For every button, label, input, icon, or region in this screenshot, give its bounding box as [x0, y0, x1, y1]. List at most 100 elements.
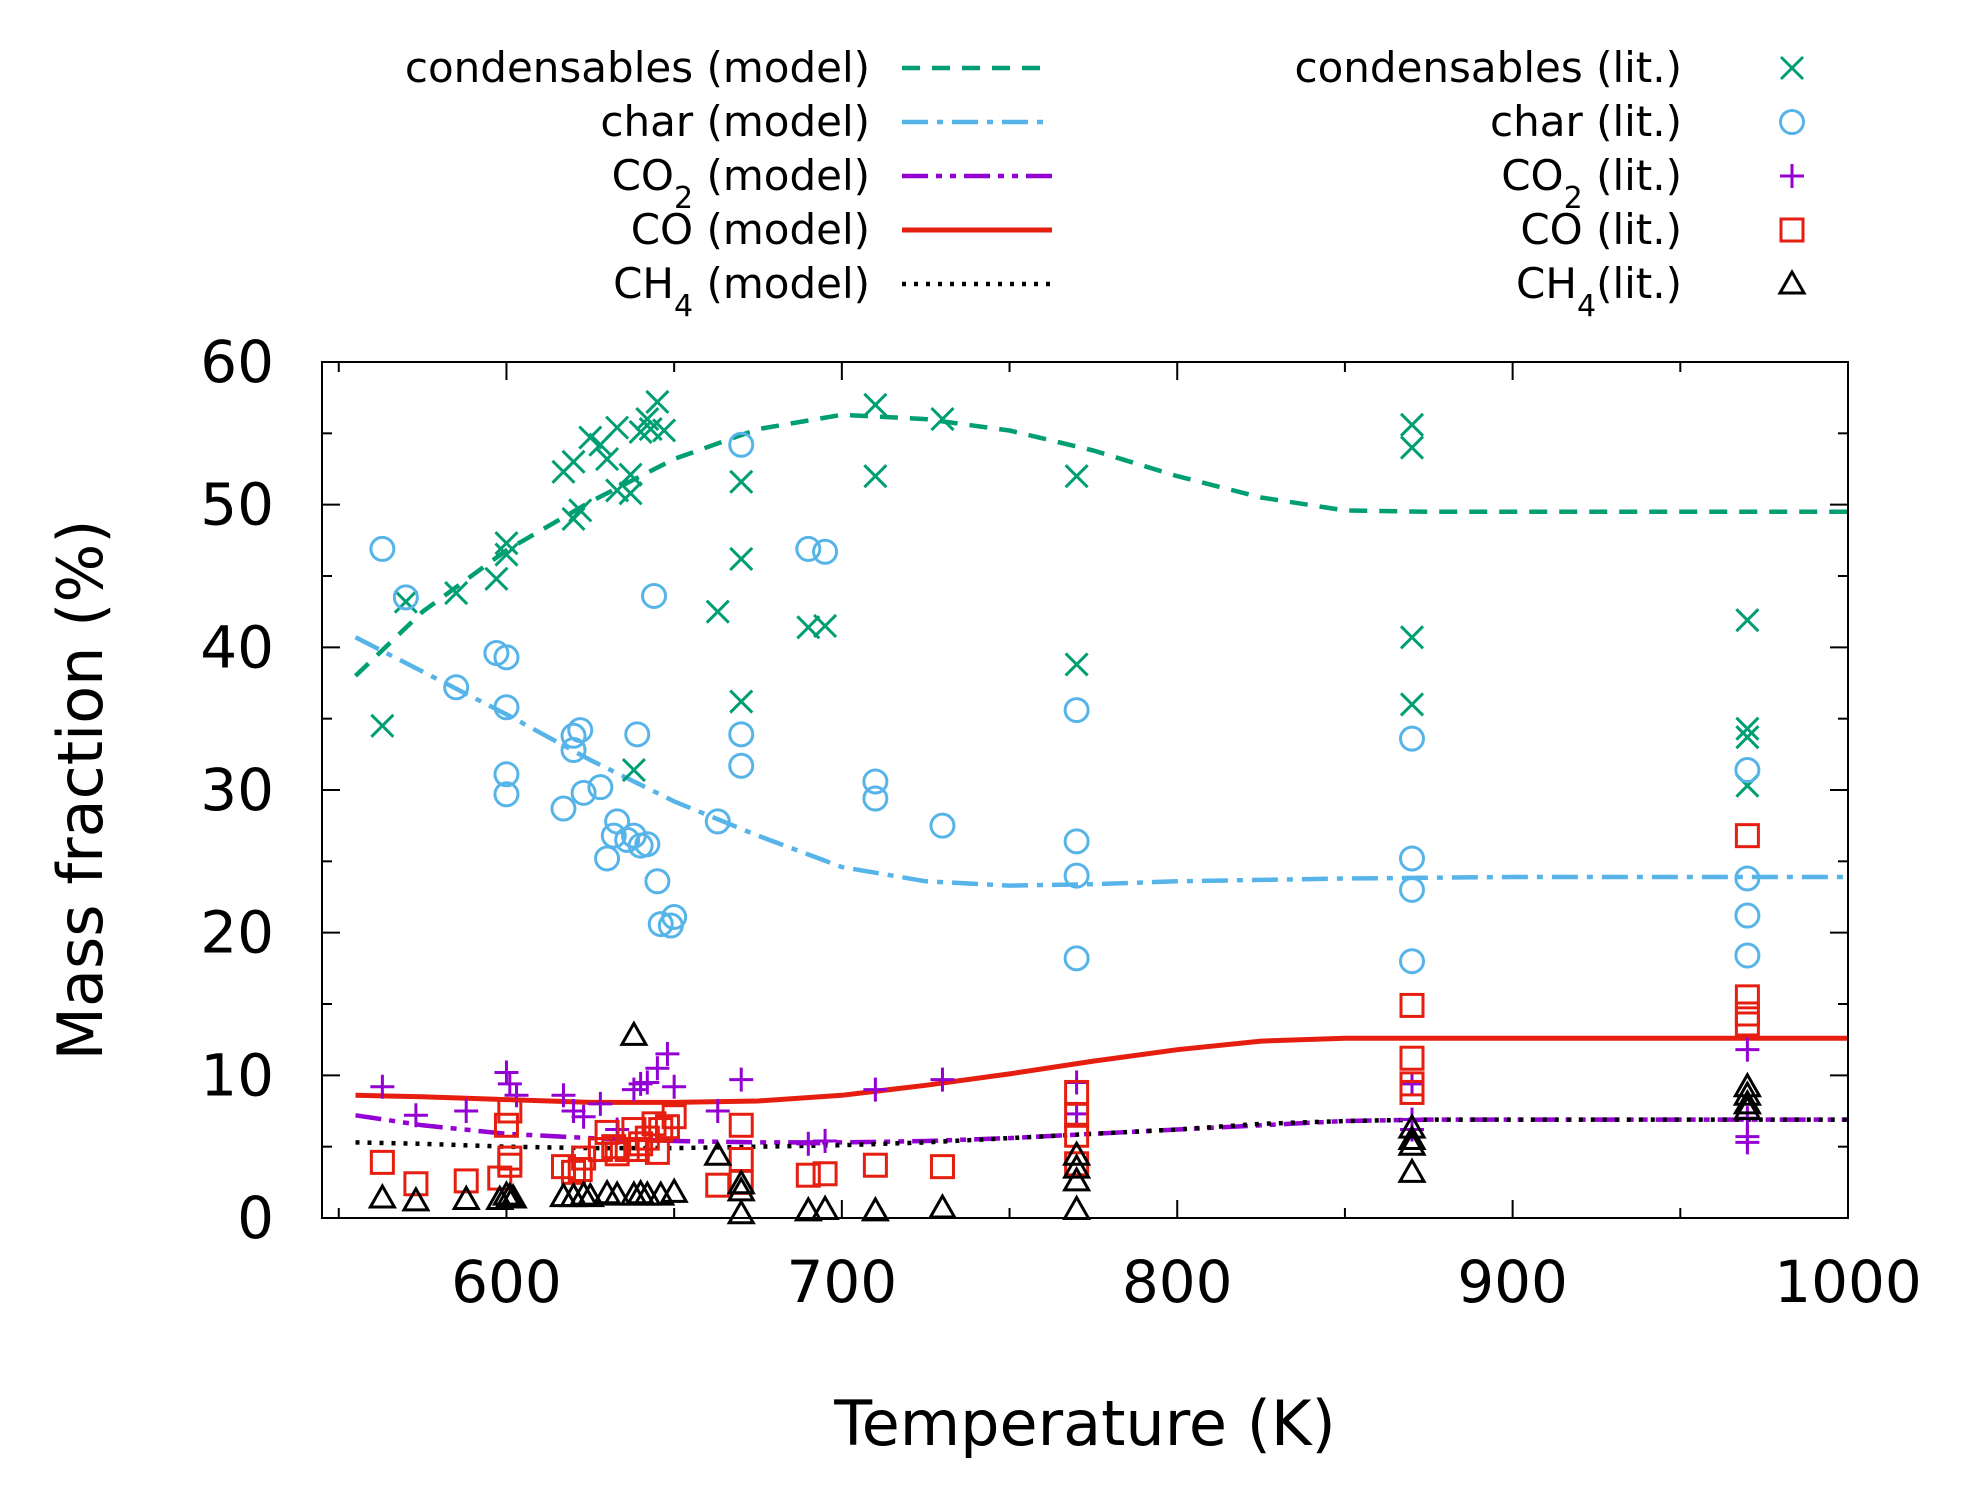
data-point — [1064, 652, 1089, 677]
y-tick-label: 40 — [200, 613, 274, 681]
data-point — [614, 826, 641, 853]
data-point — [1399, 625, 1425, 650]
data-point — [571, 1104, 596, 1129]
data-point — [454, 1099, 479, 1123]
data-point — [1732, 1088, 1762, 1115]
data-point — [647, 911, 674, 938]
data-point — [1399, 725, 1425, 752]
data-point — [1735, 725, 1760, 750]
y-tick-label: 10 — [200, 1041, 274, 1109]
data-point — [661, 1104, 687, 1130]
x-tick-label: 1000 — [1774, 1248, 1922, 1316]
y-tick-label: 20 — [200, 899, 274, 967]
data-point — [570, 779, 597, 806]
legend-marker-sample — [1779, 55, 1805, 81]
model-line — [355, 1117, 1848, 1151]
data-point — [1399, 1045, 1425, 1071]
data-point — [1735, 1037, 1760, 1062]
data-point — [652, 418, 677, 443]
data-point — [641, 1111, 667, 1137]
data-point — [1064, 464, 1089, 489]
axis-ticks — [322, 361, 1849, 1219]
x-axis-title: Temperature (K) — [833, 1387, 1335, 1460]
data-point — [812, 538, 839, 565]
data-point — [403, 1103, 428, 1128]
data-point — [451, 1184, 481, 1210]
data-point — [1063, 862, 1090, 889]
data-point — [645, 1056, 670, 1081]
data-point — [813, 1128, 838, 1153]
data-point — [1734, 984, 1760, 1010]
data-point — [1399, 876, 1425, 903]
data-point — [605, 415, 630, 440]
legend-label: CO2 (model) — [612, 151, 870, 216]
data-point — [595, 446, 620, 472]
data-point — [1397, 1113, 1427, 1139]
data-point — [618, 481, 643, 506]
y-tick-label: 30 — [200, 756, 274, 824]
data-point — [594, 845, 621, 872]
series-points — [370, 389, 1760, 798]
data-point — [729, 546, 754, 571]
legend-label: condensables (lit.) — [1295, 43, 1682, 92]
model-line — [353, 412, 1848, 678]
data-point — [1063, 945, 1090, 972]
data-point — [621, 757, 646, 783]
data-point — [1397, 1124, 1427, 1151]
data-point — [1734, 865, 1761, 892]
data-point — [793, 1195, 823, 1222]
data-point — [493, 781, 520, 808]
plot-points — [367, 389, 1762, 1225]
data-point — [729, 469, 754, 494]
data-point — [661, 903, 688, 930]
data-point — [729, 1067, 754, 1092]
legend-label: CO (model) — [631, 205, 870, 254]
data-point — [561, 1099, 586, 1123]
data-point — [645, 389, 670, 415]
data-point — [705, 599, 730, 624]
data-point — [578, 425, 603, 450]
data-point — [1399, 992, 1425, 1018]
data-point — [812, 1161, 838, 1187]
data-point — [444, 581, 469, 606]
data-point — [1735, 1130, 1760, 1155]
data-point — [1734, 1011, 1760, 1037]
data-point — [1399, 1079, 1425, 1105]
data-point — [403, 1171, 429, 1197]
legend-label: char (lit.) — [1490, 97, 1682, 146]
data-point — [1399, 948, 1425, 975]
data-point — [813, 613, 838, 638]
data-point — [621, 1117, 647, 1143]
model-line — [354, 635, 1848, 888]
data-point — [726, 1198, 756, 1225]
legend-label: CO2 (lit.) — [1501, 151, 1682, 216]
data-point — [392, 584, 419, 611]
data-point — [929, 1154, 955, 1180]
data-point — [726, 1168, 756, 1195]
data-point — [1732, 1080, 1762, 1106]
x-tick-label: 900 — [1457, 1248, 1568, 1316]
data-point — [600, 822, 627, 849]
data-point — [575, 1181, 605, 1208]
data-point — [728, 721, 755, 748]
data-point — [728, 1112, 754, 1138]
legend-marker-sample — [1779, 109, 1805, 135]
data-point — [1062, 1165, 1092, 1192]
legend-marker-sample — [1777, 268, 1807, 295]
data-point — [624, 721, 651, 748]
legend: condensables (model) char (model) CO2 (mod… — [405, 43, 1807, 324]
legend-marker-sample — [1780, 164, 1804, 188]
data-point — [494, 1060, 519, 1085]
data-point — [484, 566, 509, 591]
data-point — [641, 582, 668, 609]
x-tick-label: 700 — [786, 1248, 897, 1316]
data-point — [602, 1180, 632, 1206]
data-point — [795, 1162, 821, 1188]
data-point — [369, 1149, 395, 1175]
data-point — [862, 1152, 888, 1178]
x-tick-label: 800 — [1122, 1248, 1233, 1316]
data-point — [494, 531, 519, 556]
data-point — [370, 713, 395, 738]
data-point — [494, 542, 519, 567]
